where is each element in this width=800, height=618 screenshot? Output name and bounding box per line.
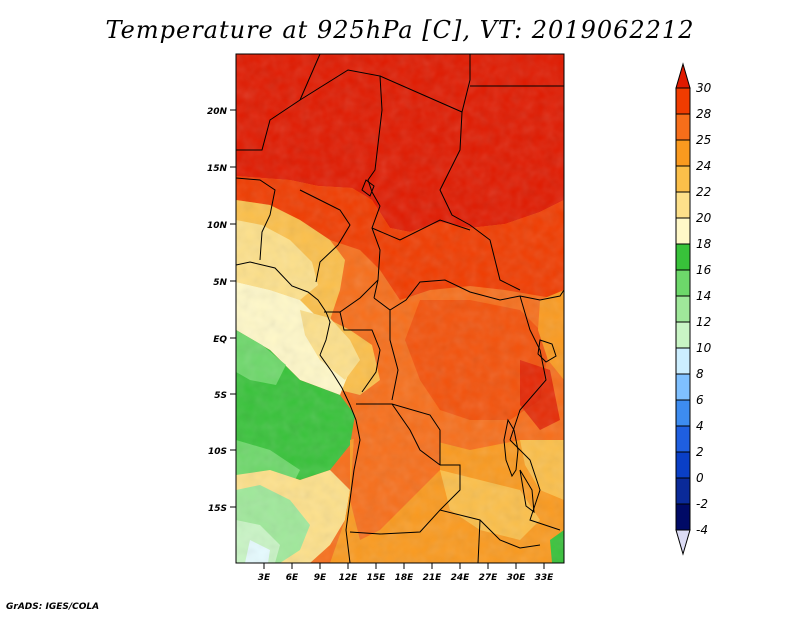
colorbar-arrow-top — [675, 62, 691, 89]
colorbar-swatch — [675, 165, 691, 193]
lat-label-5s: 5S — [214, 391, 227, 401]
colorbar-swatch — [675, 425, 691, 453]
longitude-axis: 3E 6E 9E 12E 15E 18E 21E 24E 27E 30E 33E — [258, 563, 554, 583]
colorbar-swatch — [675, 191, 691, 219]
colorbar-swatch — [675, 477, 691, 505]
colorbar-swatch — [675, 243, 691, 271]
latitude-axis: 20N 15N 10N 5N EQ 5S 10S 15S — [207, 107, 236, 514]
lon-label-30e: 30E — [507, 573, 527, 583]
colorbar-level-label: 30 — [696, 81, 712, 95]
colorbar-arrow-bottom — [675, 529, 691, 556]
colorbar-level-label: 2 — [696, 445, 704, 459]
colorbar-level-label: 22 — [696, 185, 711, 199]
colorbar-level-label: 4 — [696, 419, 704, 433]
lon-label-9e: 9E — [314, 573, 327, 583]
colorbar-swatch — [675, 399, 691, 427]
lat-label-10s: 10S — [208, 447, 227, 457]
colorbar-level-label: 14 — [696, 289, 711, 303]
colorbar-level-label: 0 — [696, 471, 704, 485]
lon-label-24e: 24E — [451, 573, 471, 583]
colorbar-level-label: 12 — [696, 315, 711, 329]
colorbar-swatch — [675, 113, 691, 141]
colorbar-level-label: -2 — [696, 497, 708, 511]
colorbar-level-label: 8 — [696, 367, 704, 381]
colorbar-swatch — [675, 217, 691, 245]
colorbar-level-label: 6 — [696, 393, 704, 407]
lat-label-5n: 5N — [213, 278, 227, 288]
colorbar-swatch — [675, 269, 691, 297]
colorbar-swatch — [675, 347, 691, 375]
country-boundaries — [236, 54, 564, 563]
colorbar-swatch — [675, 321, 691, 349]
lat-label-15n: 15N — [207, 164, 228, 174]
colorbar-level-label: 25 — [696, 133, 711, 147]
lat-label-10n: 10N — [207, 221, 228, 231]
colorbar-level-label: 16 — [696, 263, 712, 277]
lat-label-20n: 20N — [207, 107, 228, 117]
colorbar-swatch — [675, 373, 691, 401]
colorbar-swatch — [675, 139, 691, 167]
lat-label-15s: 15S — [208, 504, 227, 514]
map-frame — [235, 53, 565, 564]
colorbar-level-label: 24 — [696, 159, 711, 173]
grads-credit: GrADS: IGES/COLA — [6, 602, 100, 612]
colorbar-swatch — [675, 451, 691, 479]
lat-label-eq: EQ — [213, 335, 227, 345]
colorbar-level-label: 18 — [696, 237, 712, 251]
temperature-field — [236, 54, 564, 563]
colorbar-level-label: 28 — [696, 107, 712, 121]
colorbar-swatch — [675, 503, 691, 531]
lon-label-27e: 27E — [479, 573, 499, 583]
lon-label-21e: 21E — [423, 573, 443, 583]
lon-label-18e: 18E — [395, 573, 415, 583]
lon-label-3e: 3E — [258, 573, 271, 583]
lon-label-6e: 6E — [286, 573, 299, 583]
lon-label-33e: 33E — [535, 573, 555, 583]
colorbar-level-label: 10 — [696, 341, 712, 355]
colorbar-level-label: 20 — [696, 211, 712, 225]
colorbar-swatch — [675, 295, 691, 323]
lon-label-15e: 15E — [367, 573, 387, 583]
colorbar-swatch — [675, 87, 691, 115]
lon-label-12e: 12E — [339, 573, 359, 583]
map-title: Temperature at 925hPa [C], VT: 201906221… — [105, 16, 695, 44]
colorbar-level-label: -4 — [696, 523, 708, 537]
